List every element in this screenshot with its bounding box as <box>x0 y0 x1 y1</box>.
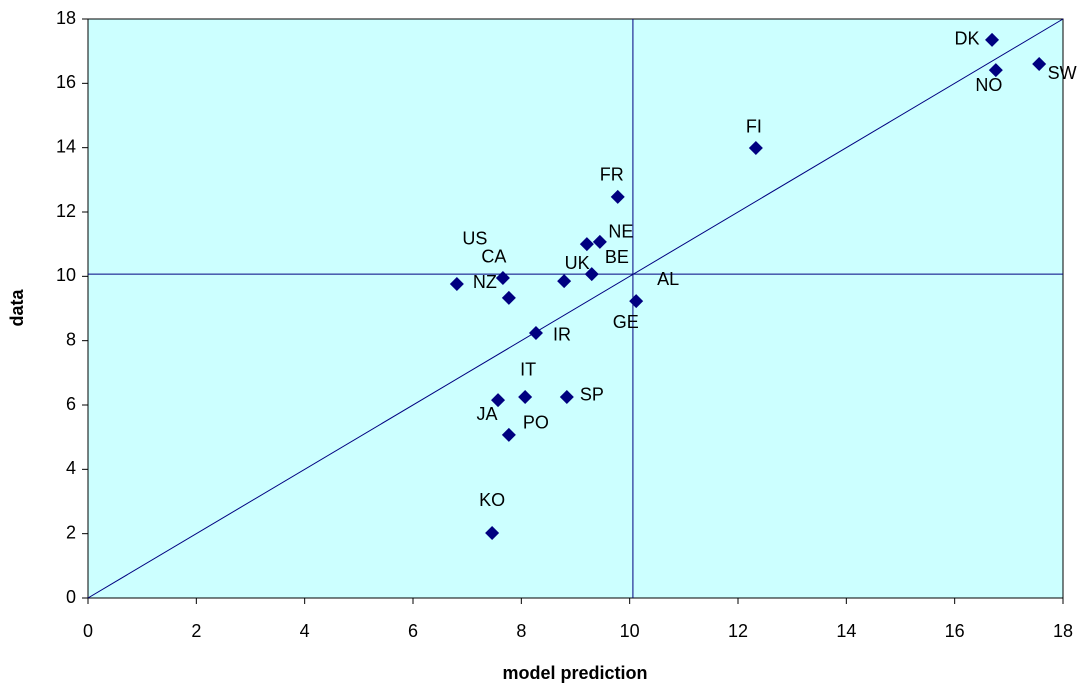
point-label: AL <box>657 269 679 289</box>
point <box>1032 57 1047 72</box>
point <box>495 270 510 285</box>
point-label: SP <box>580 385 604 405</box>
y-tick-label: 8 <box>66 329 76 349</box>
x-tick-label: 16 <box>945 621 965 641</box>
point-label: UK <box>565 253 590 273</box>
point-label: SW <box>1048 63 1077 83</box>
y-tick-label: 0 <box>66 587 76 607</box>
point <box>629 294 644 309</box>
point-label: NO <box>975 75 1002 95</box>
point-label: IT <box>520 360 536 380</box>
point-label: CA <box>481 247 506 267</box>
y-tick-label: 10 <box>56 265 76 285</box>
point <box>610 189 625 204</box>
x-tick-label: 6 <box>408 621 418 641</box>
point <box>501 290 516 305</box>
y-tick-label: 14 <box>56 136 76 156</box>
y-tick-label: 16 <box>56 72 76 92</box>
x-tick-label: 14 <box>836 621 856 641</box>
point <box>528 325 543 340</box>
point <box>449 277 464 292</box>
point <box>584 267 599 282</box>
point-label: PO <box>523 413 549 433</box>
point-label: US <box>462 229 487 249</box>
point-label: JA <box>477 404 498 424</box>
point <box>501 427 516 442</box>
x-tick-label: 10 <box>620 621 640 641</box>
point <box>559 389 574 404</box>
point <box>518 389 533 404</box>
x-tick-label: 4 <box>300 621 310 641</box>
y-tick-label: 4 <box>66 458 76 478</box>
point-label: KO <box>479 490 505 510</box>
point-label: BE <box>605 247 629 267</box>
point <box>748 140 763 155</box>
point <box>557 274 572 289</box>
point <box>592 234 607 249</box>
point-label: GE <box>613 312 639 332</box>
y-tick-label: 18 <box>56 8 76 28</box>
point-label: FI <box>746 117 762 137</box>
point-label: FR <box>600 165 624 185</box>
diagonal-line <box>87 18 1064 599</box>
point <box>485 526 500 541</box>
point <box>988 63 1003 78</box>
x-tick-label: 18 <box>1053 621 1073 641</box>
y-tick-label: 2 <box>66 522 76 542</box>
y-tick-label: 6 <box>66 394 76 414</box>
x-axis-label: model prediction <box>502 663 647 683</box>
point-label: IR <box>553 325 571 345</box>
point-label: NE <box>608 222 633 242</box>
y-axis-label: data <box>7 289 27 327</box>
x-tick-label: 0 <box>83 621 93 641</box>
x-tick-label: 12 <box>728 621 748 641</box>
point <box>579 237 594 252</box>
point <box>491 393 506 408</box>
x-tick-label: 2 <box>191 621 201 641</box>
point <box>985 32 1000 47</box>
y-tick-label: 12 <box>56 201 76 221</box>
point-label: DK <box>955 29 980 49</box>
point-label: NZ <box>473 272 497 292</box>
x-tick-label: 8 <box>516 621 526 641</box>
